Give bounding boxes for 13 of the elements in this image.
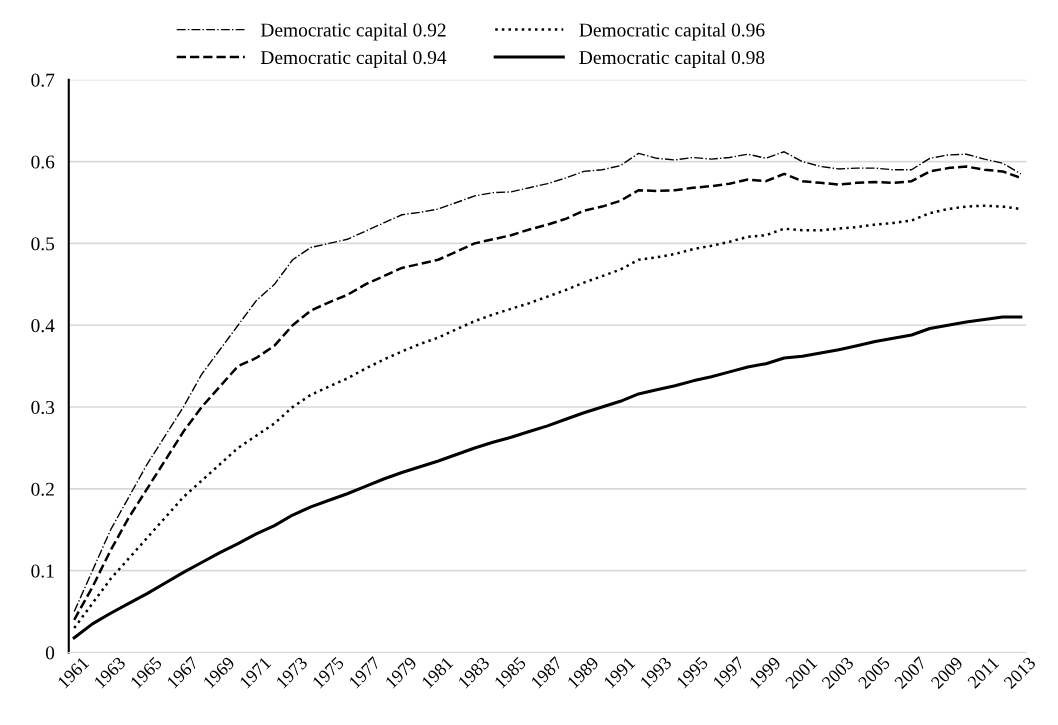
y-tick-label: 0.2: [31, 482, 54, 496]
legend-label: Democratic capital 0.94: [260, 50, 447, 69]
y-tick-label: 0: [45, 646, 55, 660]
y-tick-label: 0.3: [31, 400, 55, 415]
legend-label: Democratic capital 0.92: [260, 22, 446, 41]
y-tick-label: 0.6: [31, 155, 55, 169]
y-tick-label: 0.7: [31, 73, 55, 87]
line-series: [72, 315, 1023, 640]
y-tick-label: 0.1: [31, 564, 54, 578]
y-tick-label: 0.5: [31, 237, 55, 251]
y-tick-label: 0.4: [31, 319, 55, 333]
legend-label: Democratic capital 0.96: [579, 22, 765, 41]
legend-label: Democratic capital 0.98: [579, 50, 765, 69]
